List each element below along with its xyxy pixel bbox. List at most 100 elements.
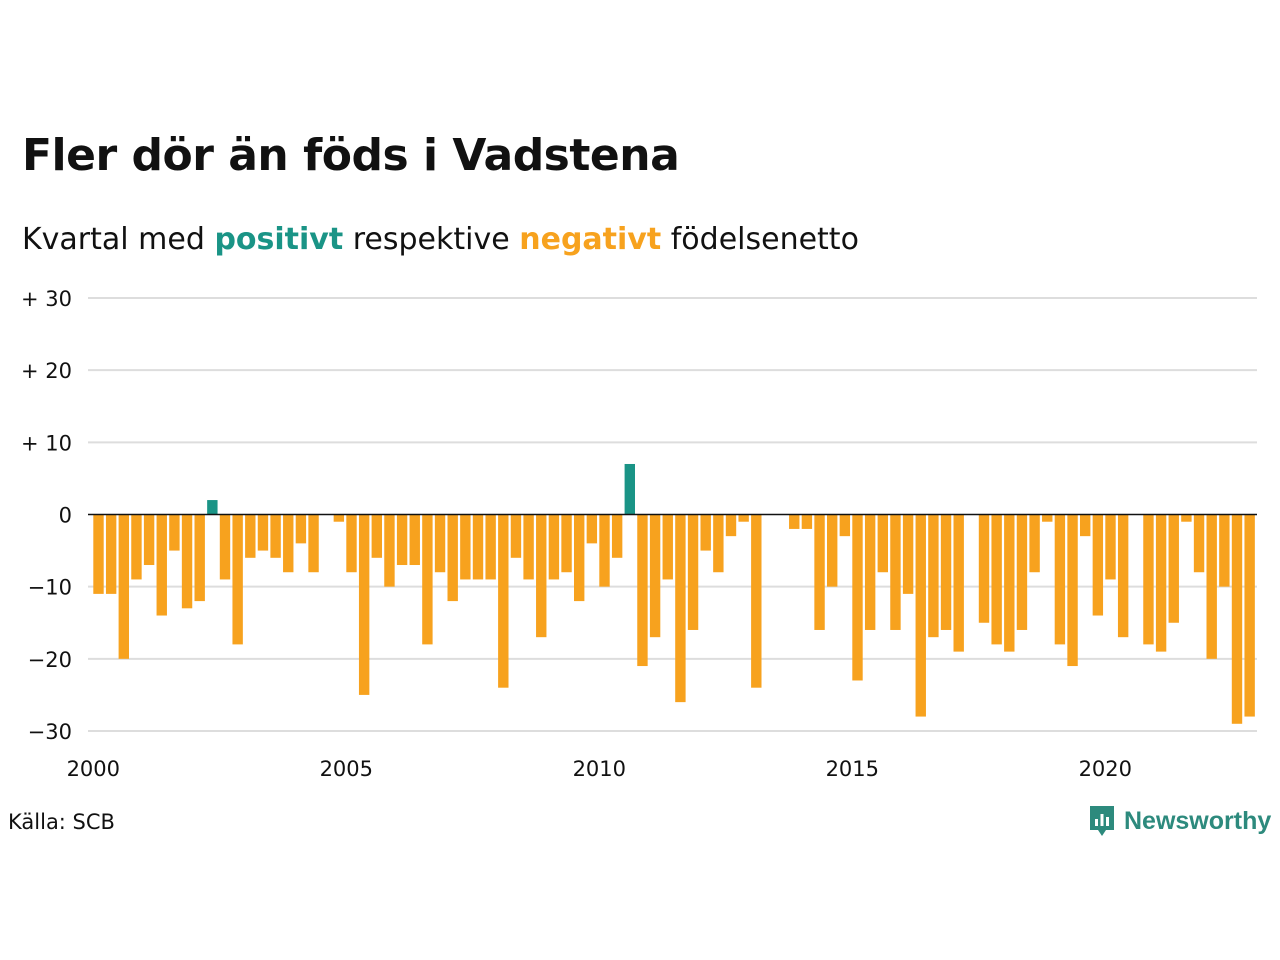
bar-negative — [510, 514, 522, 558]
bar-negative — [827, 514, 838, 587]
bar-negative — [599, 514, 610, 587]
bar-negative — [1117, 514, 1129, 638]
subtitle-middle: respektive — [352, 222, 510, 257]
bar-negative — [839, 514, 851, 537]
bar-negative — [358, 514, 370, 695]
bar-negative — [270, 514, 281, 558]
bar-negative — [156, 514, 167, 616]
bar-negative — [232, 514, 243, 645]
brand: Newsworthy — [1088, 804, 1271, 838]
bar-negative — [485, 514, 496, 580]
bar-negative — [333, 514, 345, 522]
bar-negative — [118, 514, 129, 659]
subtitle-suffix: födelsenetto — [670, 222, 859, 257]
bar-negative — [536, 514, 547, 638]
bar-negative — [890, 514, 901, 630]
bar-negative — [1067, 514, 1078, 667]
x-tick-label: 2010 — [573, 757, 626, 781]
bar-negative — [662, 514, 673, 580]
bar-negative — [409, 514, 420, 566]
bar-negative — [611, 514, 623, 558]
bar-negative — [1054, 514, 1066, 645]
bar-negative — [1016, 514, 1028, 630]
bar-negative — [915, 514, 926, 717]
bar-negative — [801, 514, 813, 529]
bar-negative — [814, 514, 825, 630]
bar-negative — [523, 514, 534, 580]
newsworthy-logo-icon — [1090, 806, 1114, 836]
bar-positive — [207, 500, 218, 515]
bar-negative — [131, 514, 142, 580]
bar-negative — [1244, 514, 1255, 717]
bar-negative — [1105, 514, 1116, 580]
bar-negative — [1042, 514, 1053, 522]
chart-title: Fler dör än föds i Vadstena — [22, 130, 680, 181]
bar-negative — [1029, 514, 1040, 573]
y-tick-label: + 10 — [21, 431, 72, 455]
bar-positive — [624, 463, 635, 515]
y-tick-label: + 30 — [21, 287, 72, 311]
bar-negative — [169, 514, 180, 551]
bar-negative — [1193, 514, 1205, 573]
bar-negative — [940, 514, 952, 630]
bar-negative — [700, 514, 711, 551]
bar-negative — [738, 514, 749, 522]
x-tick-label: 2020 — [1079, 757, 1132, 781]
bar-chart: + 30 + 20 + 10 0 −10 −20 −30 2000 2005 2010 2015 20… — [21, 287, 1257, 781]
y-tick-label: −10 — [28, 576, 72, 600]
y-tick-label: −20 — [28, 648, 72, 672]
bar-negative — [586, 514, 598, 544]
bar-negative — [1168, 514, 1179, 623]
bar-negative — [422, 514, 433, 645]
bar-negative — [1080, 514, 1091, 537]
bar-negative — [181, 514, 193, 609]
bar-negative — [371, 514, 382, 558]
source-note: Källa: SCB — [8, 810, 115, 834]
bar-negative — [396, 514, 408, 566]
bar-negative — [472, 514, 484, 580]
x-tick-label: 2005 — [320, 757, 373, 781]
bar-negative — [928, 514, 939, 638]
bar-negative — [1092, 514, 1104, 616]
subtitle-positive: positivt — [214, 222, 344, 257]
y-tick-label: + 20 — [21, 359, 72, 383]
bar-negative — [1143, 514, 1154, 645]
bar-negative — [308, 514, 319, 573]
bar-negative — [1231, 514, 1243, 724]
x-tick-label: 2015 — [826, 757, 879, 781]
y-tick-label: −30 — [28, 720, 72, 744]
bar-negative — [637, 514, 648, 667]
bar-negative — [283, 514, 294, 573]
bar-negative — [384, 514, 395, 587]
bar-negative — [143, 514, 155, 566]
bar-negative — [877, 514, 888, 573]
bar-negative — [953, 514, 964, 652]
bar-negative — [561, 514, 572, 573]
x-tick-label: 2000 — [67, 757, 120, 781]
bar-negative — [675, 514, 686, 703]
bar-negative — [1004, 514, 1015, 652]
bar-negative — [852, 514, 863, 681]
bar-negative — [574, 514, 585, 602]
bar-negative — [649, 514, 661, 638]
chart-subtitle: Kvartal med positivt respektive negativt… — [22, 222, 859, 257]
bar-negative — [713, 514, 724, 573]
bar-negative — [991, 514, 1002, 645]
bar-negative — [219, 514, 231, 580]
bar-negative — [447, 514, 458, 602]
bar-negative — [978, 514, 990, 623]
bar-negative — [751, 514, 762, 688]
bar-negative — [789, 514, 800, 529]
subtitle-prefix: Kvartal med — [22, 222, 205, 257]
bar-negative — [725, 514, 737, 537]
brand-name: Newsworthy — [1124, 806, 1272, 835]
bar-negative — [460, 514, 471, 580]
subtitle-negative: negativt — [519, 222, 662, 257]
bar-negative — [295, 514, 307, 544]
bar-negative — [93, 514, 104, 594]
bar-negative — [1206, 514, 1217, 659]
bar-negative — [1219, 514, 1230, 587]
y-tick-label: 0 — [59, 504, 72, 528]
bar-negative — [902, 514, 914, 594]
bar-negative — [245, 514, 256, 558]
